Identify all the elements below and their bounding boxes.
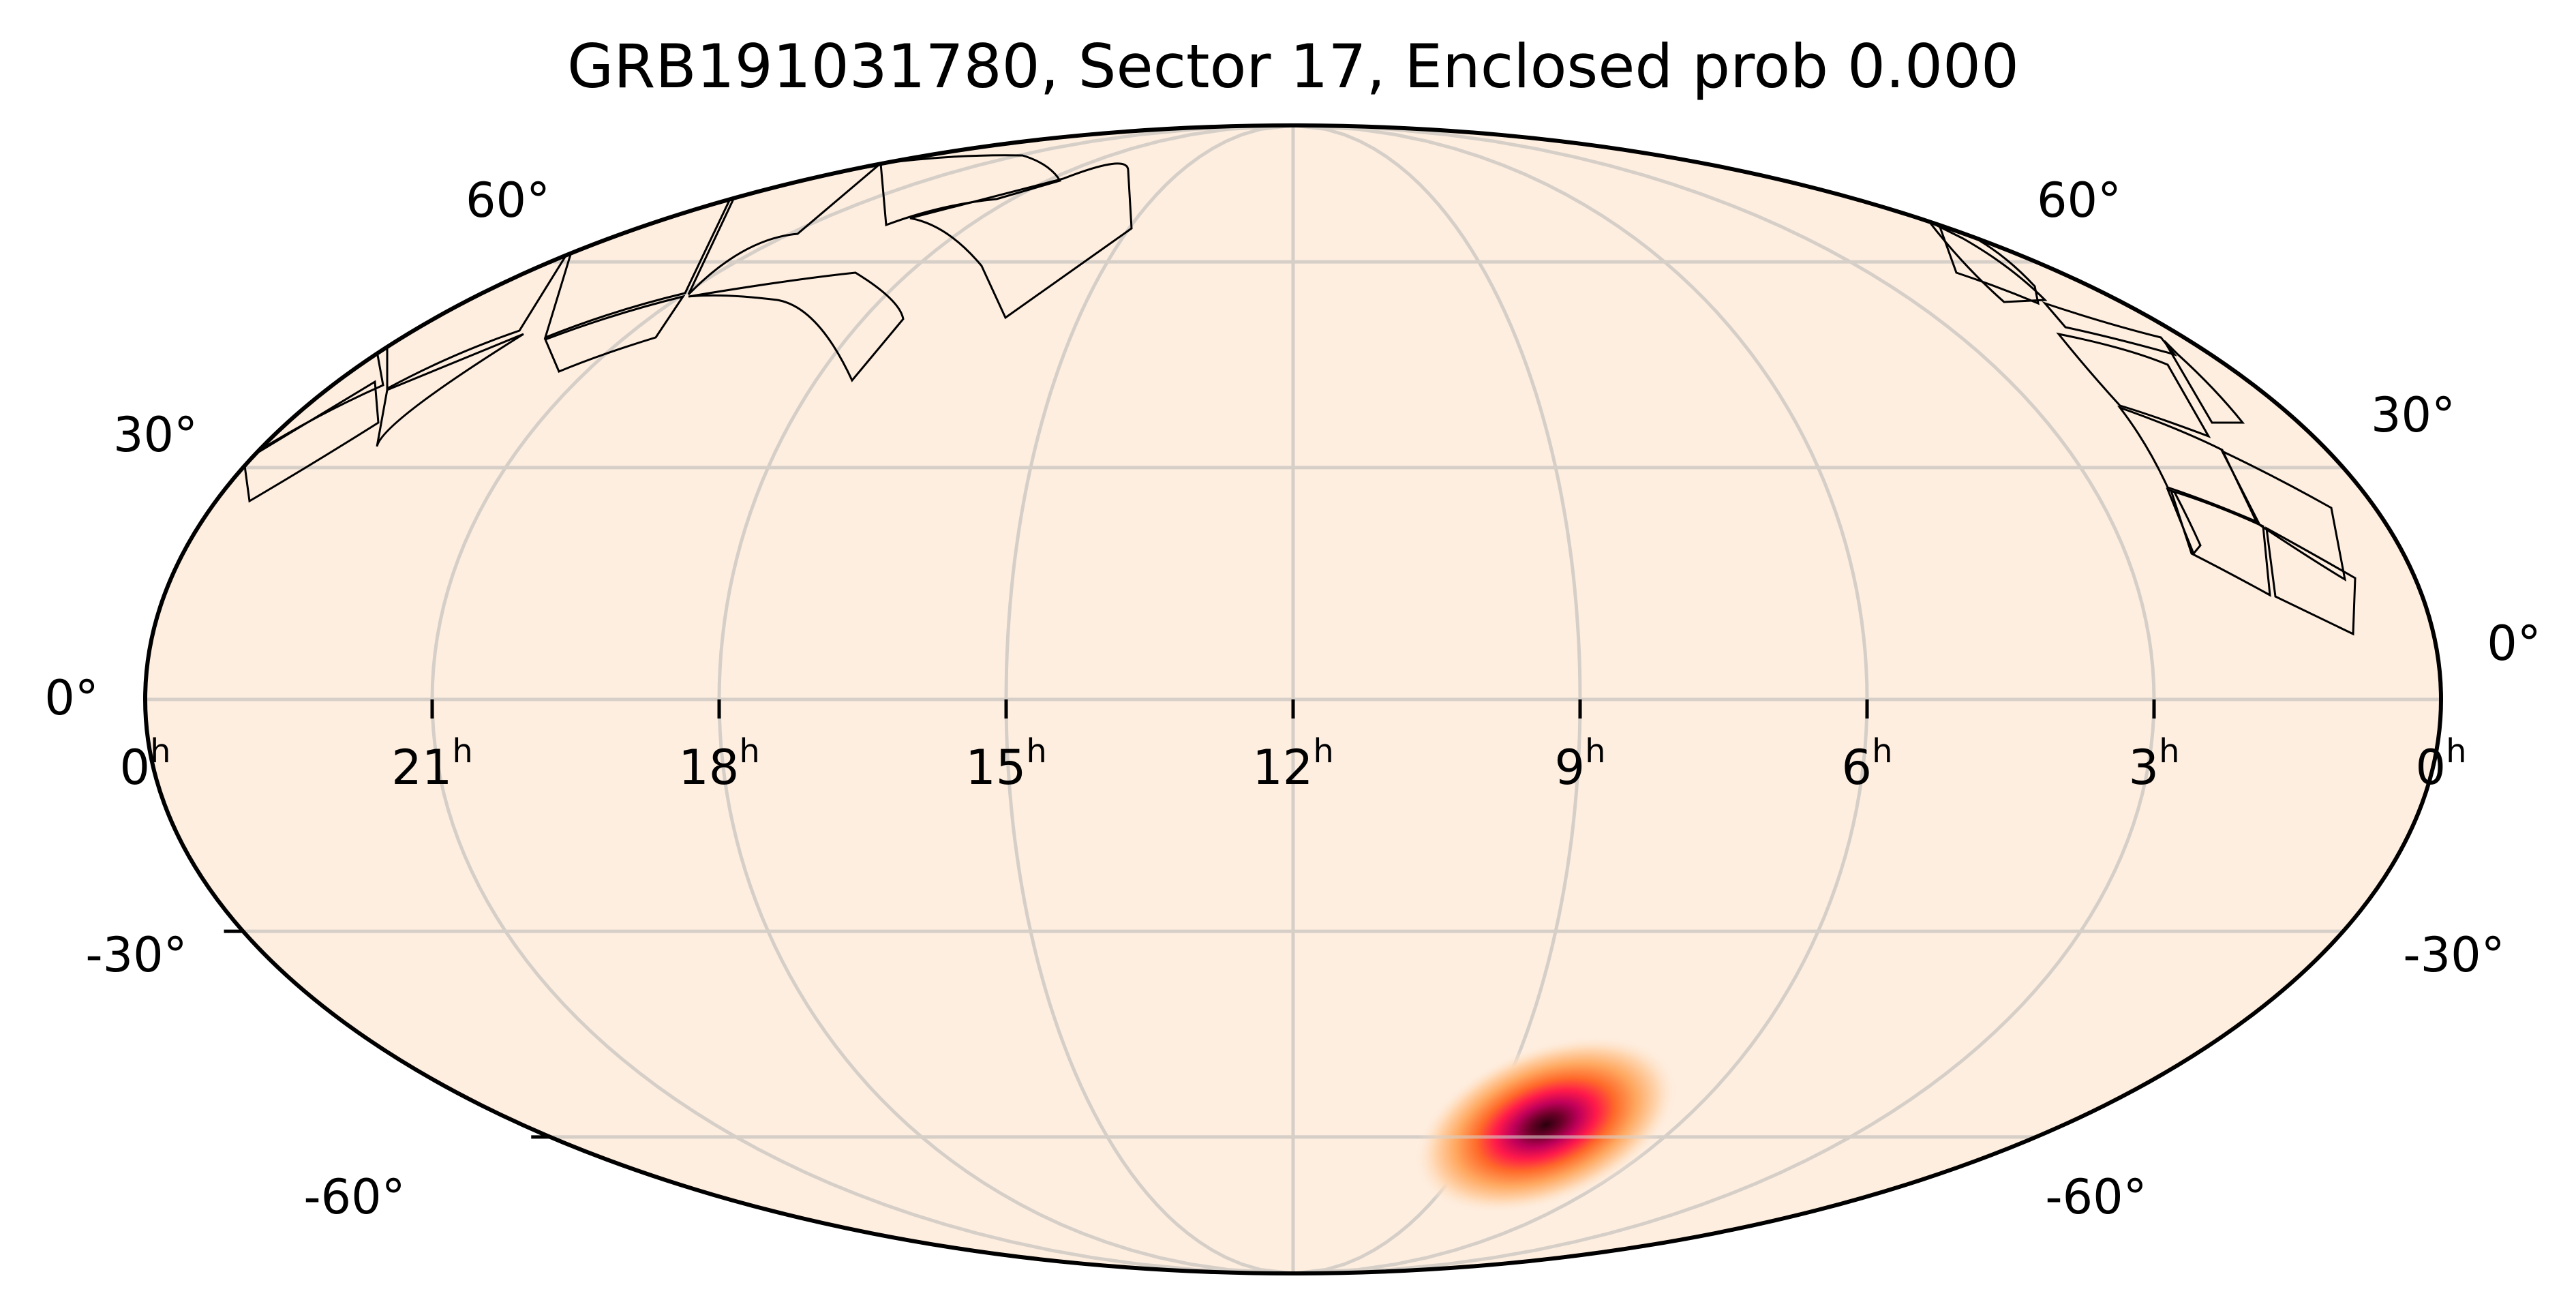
ccd-footprint-5 bbox=[909, 162, 1133, 320]
ccd-footprint-18 bbox=[2265, 526, 2357, 636]
dec-tick-labels: 60° 60° 30° 30° 0° 0° -30° -30° -60° -60… bbox=[44, 172, 2541, 1225]
dec-label-60-left: 60° bbox=[466, 172, 550, 228]
ra-label-6h: 6h bbox=[1842, 732, 1893, 796]
ccd-footprint-8 bbox=[376, 333, 524, 447]
dec-label-m60-left: -60° bbox=[303, 1169, 405, 1225]
ccd-footprint-9 bbox=[243, 380, 380, 503]
ra-label-0h-right: 0h bbox=[2416, 732, 2467, 796]
ccd-footprint-14 bbox=[2056, 332, 2211, 438]
ccd-footprint-10 bbox=[1928, 220, 2048, 303]
ra-label-21h: 21h bbox=[391, 732, 473, 796]
dec-label-m60-right: -60° bbox=[2045, 1169, 2147, 1225]
chart-title: GRB191031780, Sector 17, Enclosed prob 0… bbox=[567, 31, 2019, 102]
dec-label-0-left: 0° bbox=[44, 670, 99, 726]
axis-ticks bbox=[224, 699, 2156, 1139]
ccd-footprint-7 bbox=[544, 294, 686, 373]
dec-label-m30-right: -30° bbox=[2403, 927, 2504, 983]
dec-label-30-right: 30° bbox=[2371, 387, 2455, 443]
ccd-footprint-17 bbox=[2169, 489, 2271, 597]
ra-label-12h: 12h bbox=[1252, 732, 1334, 796]
probability-hotspot bbox=[1412, 1035, 1679, 1215]
ccd-footprint-13 bbox=[2163, 339, 2245, 424]
ra-label-15h: 15h bbox=[965, 732, 1047, 796]
dec-label-60-right: 60° bbox=[2037, 172, 2121, 228]
ccd-footprint-4 bbox=[879, 154, 1062, 227]
ra-label-18h: 18h bbox=[678, 732, 760, 796]
dec-label-m30-left: -30° bbox=[85, 927, 187, 983]
dec-label-0-right: 0° bbox=[2487, 616, 2541, 671]
localization-probability-blob bbox=[1412, 1035, 1679, 1215]
ccd-footprint-16 bbox=[2219, 449, 2347, 582]
ra-tick-labels: 0h 21h 18h 15h 12h 9h 6h 3h 0h bbox=[120, 732, 2467, 796]
map-frame bbox=[143, 123, 2443, 1275]
ccd-footprint-19 bbox=[2166, 487, 2202, 556]
dec-label-30-left: 30° bbox=[113, 407, 198, 463]
ccd-footprint-15 bbox=[2117, 405, 2259, 524]
ra-label-3h: 3h bbox=[2129, 732, 2180, 796]
ra-label-0h-left: 0h bbox=[120, 732, 171, 796]
ra-label-9h: 9h bbox=[1555, 732, 1606, 796]
ccd-footprint-6 bbox=[688, 271, 905, 382]
